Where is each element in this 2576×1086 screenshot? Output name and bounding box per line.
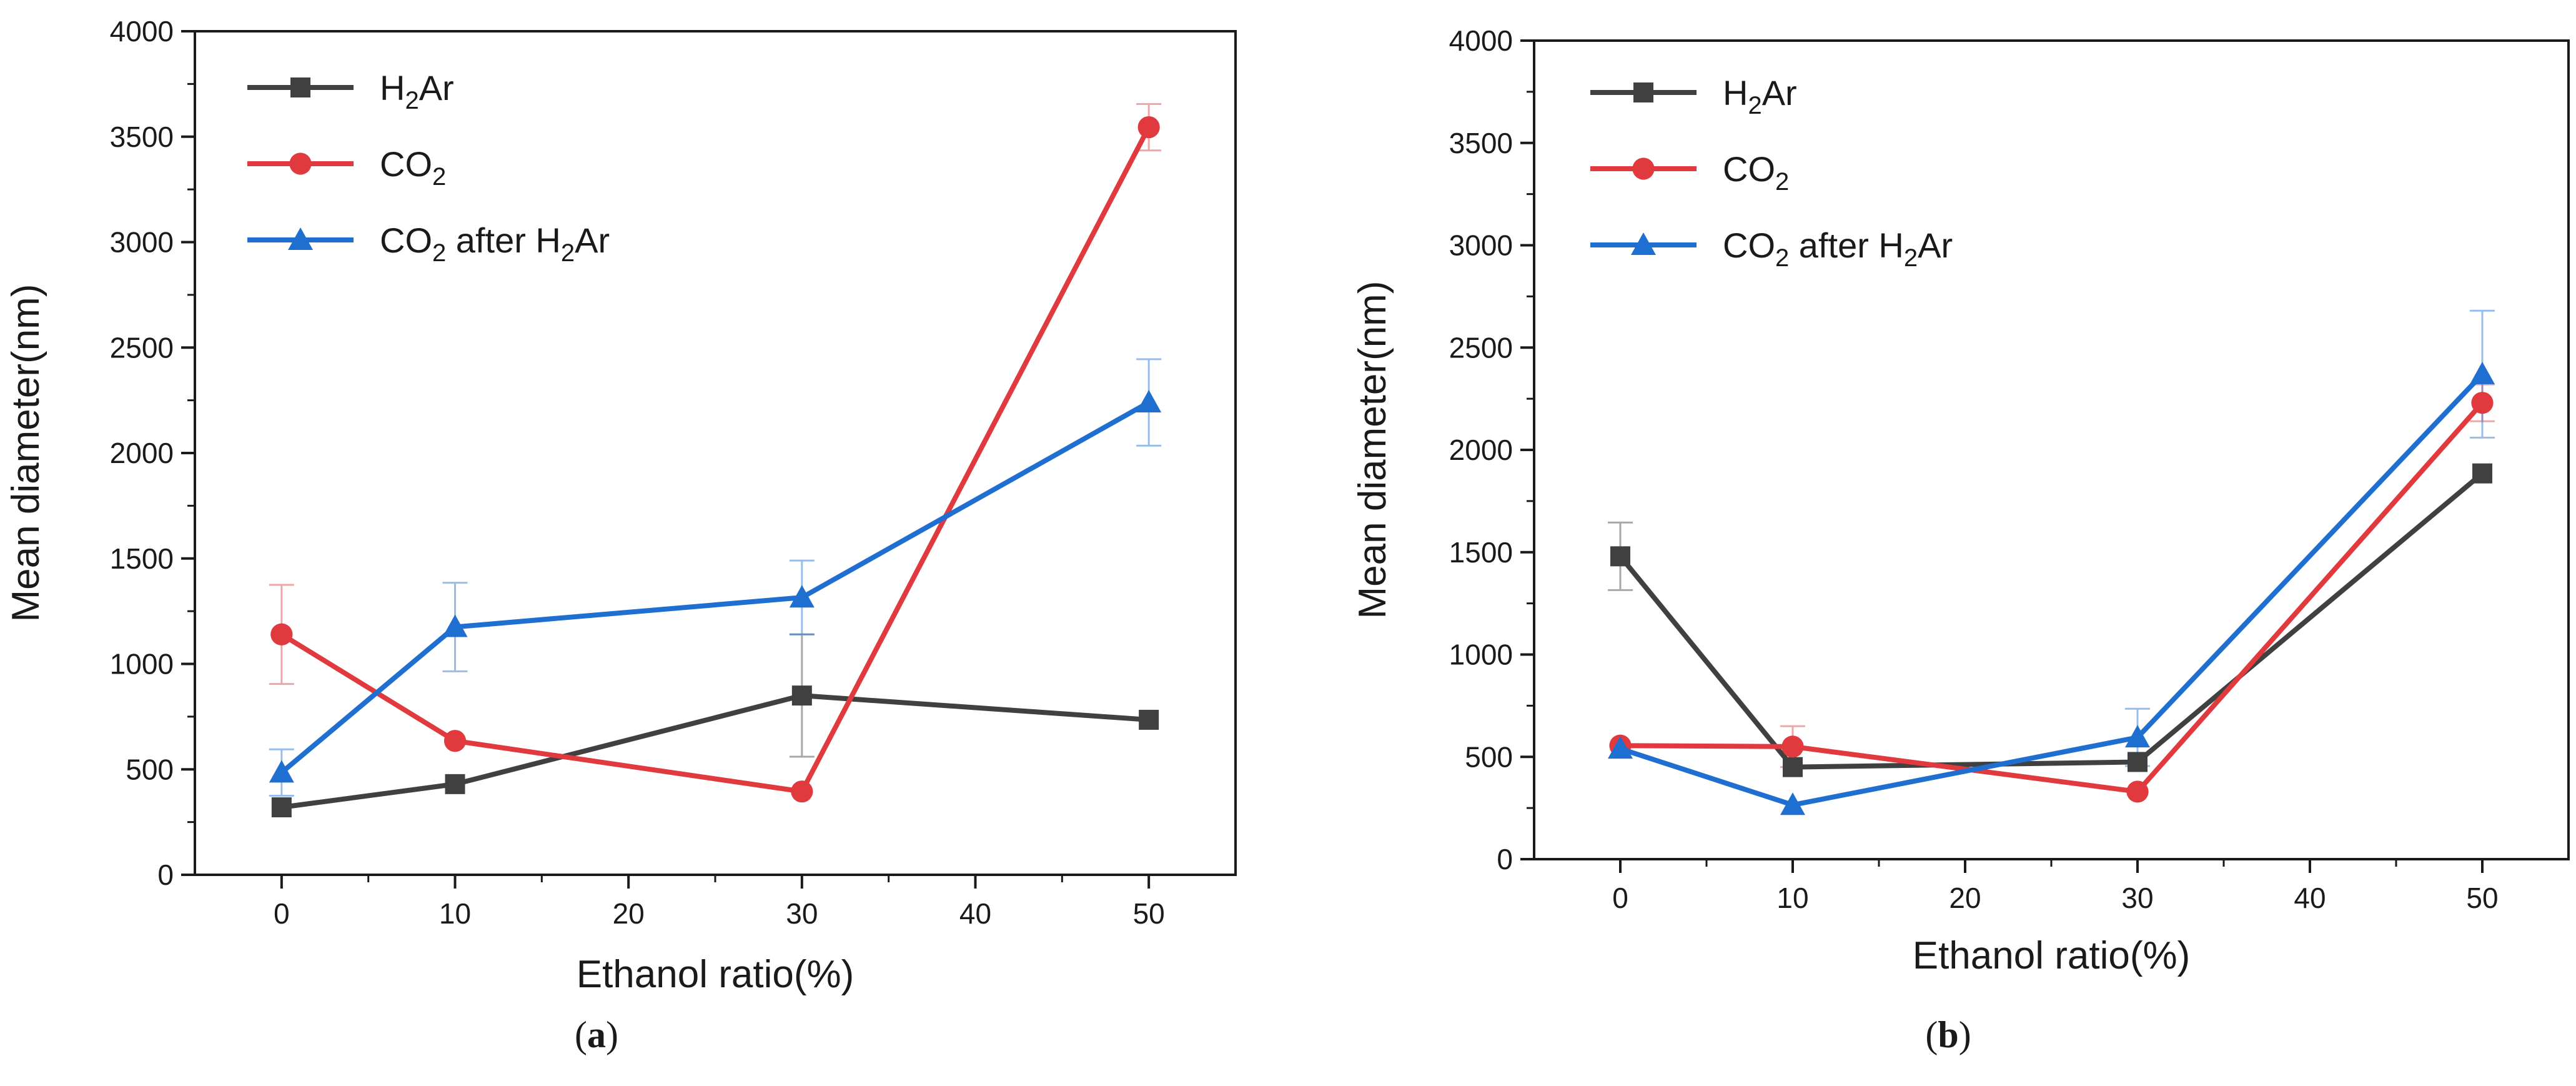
panel-b-y-axis-title: Mean diameter(nm) [1351,281,1394,619]
panel-a-data-point [270,623,293,645]
panel-b-x-tick-label: 50 [2466,882,2498,914]
chart-panel-b: 0 10 20 30 40 5005001000150020002500300035004… [1351,24,2570,977]
panel-a-data-point [443,730,467,752]
panel-b-series-line-0 [1618,471,2484,770]
panel-b-y-tick-label: 500 [1465,740,1513,773]
panel-a-x-tick-label: 50 [1133,897,1165,930]
panel-a-x-tick-label: 40 [959,897,991,930]
panel-a-x-tick-label: 0 [274,897,290,930]
panel-b-legend-swatch-marker [1633,82,1653,102]
panel-b-series-line-2 [1619,372,2484,808]
panel-b-data-point [2471,392,2494,414]
panel-a-plot-frame [194,30,1237,876]
panel-b-data-point [1610,546,1630,567]
panel-b-y-tick-label: 1000 [1449,639,1513,671]
panel-b-data-point [2126,780,2149,803]
panel-b-data-point [2125,725,2150,748]
panel-a-data-point [442,614,468,637]
panel-a-x-tick-label: 20 [613,897,645,930]
panel-a-y-axis-title: Mean diameter(nm) [4,284,47,622]
panel-b-legend-label: H2Ar [1723,73,1797,119]
panel-a-legend-label: H2Ar [380,68,454,114]
panel-a-y-tick-label: 0 [157,859,174,891]
panel-a-series-line-2 [280,400,1151,775]
panel-a-legend-label: CO2 [380,144,446,191]
panel-b-series-line-1 [1620,401,2484,794]
panel-a-data-point [1139,709,1159,730]
panel-a-y-tick-label: 2500 [110,331,174,364]
panel-b-y-tick-label: 2000 [1449,434,1513,466]
panel-a-data-point [1137,116,1160,139]
panel-a-x-tick-label: 10 [439,897,471,930]
panel-b-y-tick-label: 0 [1497,843,1513,875]
panel-a-x-tick-label: 30 [786,897,818,930]
panel-a-y-tick-label: 3500 [110,121,174,153]
panel-b-legend-label: CO2 after H2Ar [1723,226,1953,272]
panel-a-y-tick-label: 500 [126,753,174,785]
panel-b-x-tick-label: 30 [2121,882,2153,914]
panel-b-caption: (b) [1925,1014,1971,1055]
panel-b-y-tick-label: 1500 [1449,536,1513,569]
panel-a-x-axis-title: Ethanol ratio(%) [577,953,855,996]
panel-b-data-point [1781,735,1804,758]
panel-a-caption: (a) [575,1014,618,1055]
panel-b-legend-label: CO2 [1723,149,1789,196]
panel-a-legend-label: CO2 after H2Ar [380,221,610,267]
panel-a-legend-swatch-marker [289,152,312,175]
panel-b-x-tick-label: 20 [1949,882,1981,914]
panel-b-x-tick-label: 40 [2294,882,2326,914]
panel-a-series-line-1 [280,126,1151,794]
panel-b-legend-swatch-marker [1632,157,1655,180]
panel-a-data-point [1136,390,1162,412]
panel-a-data-point [269,760,294,783]
panel-b-data-point [2470,361,2495,384]
panel-a-y-tick-label: 4000 [110,15,174,47]
panel-a-y-tick-label: 3000 [110,226,174,259]
panel-a-y-tick-label: 1000 [110,648,174,680]
panel-b-data-point [1608,736,1633,759]
panel-b-x-tick-label: 10 [1776,882,1808,914]
panel-a-series-line-0 [281,693,1149,810]
panel-b-data-point [2472,463,2492,484]
panel-a-data-point [271,797,292,817]
panel-b-y-tick-label: 3500 [1449,127,1513,159]
panel-b-data-point [1783,757,1803,777]
panel-b-y-tick-label: 3000 [1449,229,1513,262]
panel-b-y-tick-label: 2500 [1449,331,1513,364]
panel-a-data-point [791,780,813,803]
panel-b-legend-swatch-marker [1631,232,1656,255]
panel-b-x-axis-title: Ethanol ratio(%) [1913,934,2191,977]
panel-b-x-tick-label: 0 [1612,882,1628,914]
panel-b-y-tick-label: 4000 [1449,24,1513,57]
panel-a-y-tick-label: 1500 [110,542,174,575]
chart-panel-a: 0 10 20 30 40 5005001000150020002500300035004… [4,15,1237,996]
panel-a-data-point [789,585,815,608]
panel-a-legend-swatch-marker [288,227,313,250]
panel-a-legend-swatch-marker [290,77,310,97]
panel-b-data-point [2128,752,2147,772]
panel-a-data-point [445,774,465,794]
panel-b-data-point [1780,792,1805,815]
panel-a-data-point [791,685,812,706]
panel-a-y-tick-label: 2000 [110,437,174,469]
